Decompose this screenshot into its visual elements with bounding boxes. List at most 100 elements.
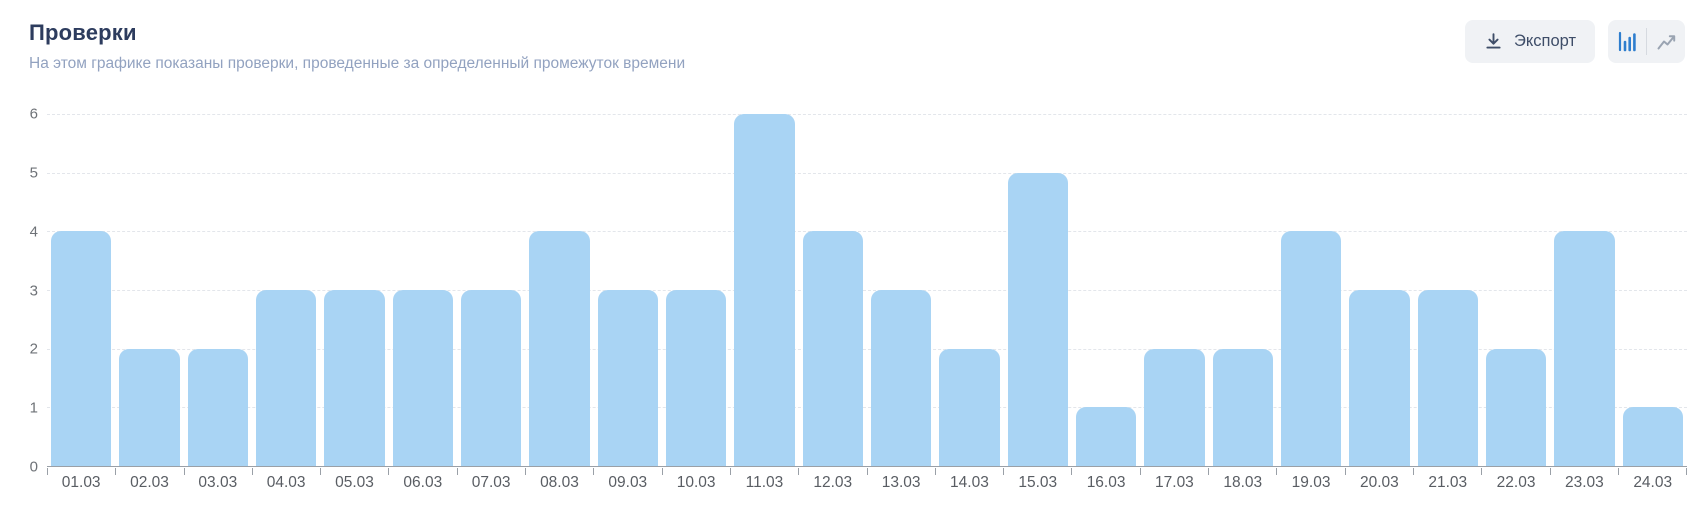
bar-slot <box>252 114 320 466</box>
bar-18.03[interactable] <box>1212 348 1273 466</box>
toggle-divider <box>1646 28 1647 55</box>
bar-01.03[interactable] <box>51 231 112 466</box>
x-axis-ticks <box>47 468 1688 475</box>
bar-10.03[interactable] <box>665 290 727 466</box>
axis-tick <box>1277 468 1346 475</box>
bar-slot <box>1140 114 1208 466</box>
bar-13.03[interactable] <box>870 290 932 466</box>
bar-slot <box>730 114 798 466</box>
gridline <box>47 114 1687 115</box>
bar-17.03[interactable] <box>1144 348 1205 466</box>
x-axis-label: 12.03 <box>813 474 853 491</box>
x-axis-label: 06.03 <box>403 474 443 491</box>
bar-06.03[interactable] <box>392 290 453 466</box>
x-axis-label: 22.03 <box>1496 474 1536 491</box>
bar-04.03[interactable] <box>255 290 317 466</box>
bar-22.03[interactable] <box>1485 348 1547 466</box>
x-axis-label: 13.03 <box>881 474 921 491</box>
x-axis-label: 02.03 <box>130 474 169 491</box>
bar-slot <box>1209 114 1277 466</box>
x-axis-label: 04.03 <box>266 474 306 491</box>
x-axis-label: 05.03 <box>335 474 374 491</box>
bar-slot <box>320 114 388 466</box>
export-button-label: Экспорт <box>1514 32 1576 50</box>
bar-12.03[interactable] <box>802 231 863 466</box>
axis-tick <box>253 468 322 475</box>
bars-layer <box>47 114 1687 466</box>
axis-tick <box>1482 468 1551 475</box>
y-axis-label: 4 <box>29 223 38 241</box>
chart-header: Проверки На этом графике показаны провер… <box>29 20 685 73</box>
bar-slot <box>1619 114 1687 466</box>
x-axis-label: 24.03 <box>1633 474 1673 491</box>
gridline <box>47 348 1687 350</box>
x-axis-label: 03.03 <box>198 474 238 491</box>
axis-tick <box>458 468 527 475</box>
bar-19.03[interactable] <box>1280 231 1342 466</box>
gridline <box>47 231 1687 233</box>
x-axis-label: 23.03 <box>1564 474 1604 491</box>
page-title: Проверки <box>29 20 137 45</box>
axis-tick <box>1414 468 1483 475</box>
axis-tick <box>731 468 800 475</box>
x-axis-label: 16.03 <box>1086 474 1126 491</box>
y-axis-label: 0 <box>29 458 38 476</box>
bar-21.03[interactable] <box>1417 290 1478 466</box>
bar-03.03[interactable] <box>187 348 248 466</box>
bar-08.03[interactable] <box>529 231 590 466</box>
bar-slot <box>799 114 867 466</box>
x-axis-label: 08.03 <box>540 474 579 491</box>
axis-tick <box>1004 468 1073 475</box>
line-chart-icon[interactable] <box>1647 20 1685 63</box>
y-axis-label: 6 <box>29 105 38 123</box>
bar-16.03[interactable] <box>1075 407 1137 466</box>
bar-15.03[interactable] <box>1007 172 1068 466</box>
bar-slot <box>1482 114 1550 466</box>
bar-23.03[interactable] <box>1554 231 1615 466</box>
x-axis-label: 15.03 <box>1018 474 1058 491</box>
bar-slot <box>389 114 457 466</box>
x-axis-label: 09.03 <box>608 474 648 491</box>
plot-area <box>47 114 1687 467</box>
x-axis-label: 14.03 <box>950 474 989 491</box>
bar-20.03[interactable] <box>1349 290 1410 466</box>
bar-02.03[interactable] <box>119 348 180 466</box>
axis-tick <box>1209 468 1278 475</box>
bar-slot <box>594 114 662 466</box>
bar-slot <box>115 114 183 466</box>
bar-05.03[interactable] <box>324 290 385 466</box>
page-subtitle: На этом графике показаны проверки, прове… <box>29 55 686 72</box>
gridline <box>47 172 1687 174</box>
bar-24.03[interactable] <box>1622 407 1683 466</box>
y-axis-label: 1 <box>29 399 38 417</box>
bar-07.03[interactable] <box>460 290 522 466</box>
bar-14.03[interactable] <box>939 348 1000 466</box>
export-button[interactable]: Экспорт <box>1465 20 1595 63</box>
bar-slot <box>935 114 1003 466</box>
x-axis-label: 20.03 <box>1360 474 1399 491</box>
gridline <box>47 290 1687 291</box>
axis-tick <box>1072 468 1141 475</box>
x-axis-label: 21.03 <box>1428 474 1468 491</box>
bar-11.03[interactable] <box>734 114 795 466</box>
bar-slot <box>525 114 593 466</box>
y-axis-label: 5 <box>29 164 38 182</box>
axis-tick <box>799 468 868 475</box>
axis-tick <box>868 468 936 475</box>
bar-slot <box>457 114 525 466</box>
x-axis-label: 11.03 <box>745 474 784 491</box>
axis-tick <box>1346 468 1414 475</box>
axis-tick <box>116 468 185 475</box>
chart-type-toggle <box>1608 20 1685 63</box>
x-axis-label: 17.03 <box>1155 474 1194 491</box>
bar-slot <box>1072 114 1140 466</box>
axis-tick <box>526 468 595 475</box>
y-axis: 0 1 2 3 4 5 6 <box>0 106 38 476</box>
bar-slot <box>1004 114 1072 466</box>
bar-slot <box>47 114 115 466</box>
axis-tick <box>389 468 458 475</box>
axis-tick <box>1619 468 1688 475</box>
bar-09.03[interactable] <box>597 290 658 466</box>
bar-chart-icon[interactable] <box>1608 20 1646 63</box>
x-axis-label: 19.03 <box>1291 474 1331 491</box>
